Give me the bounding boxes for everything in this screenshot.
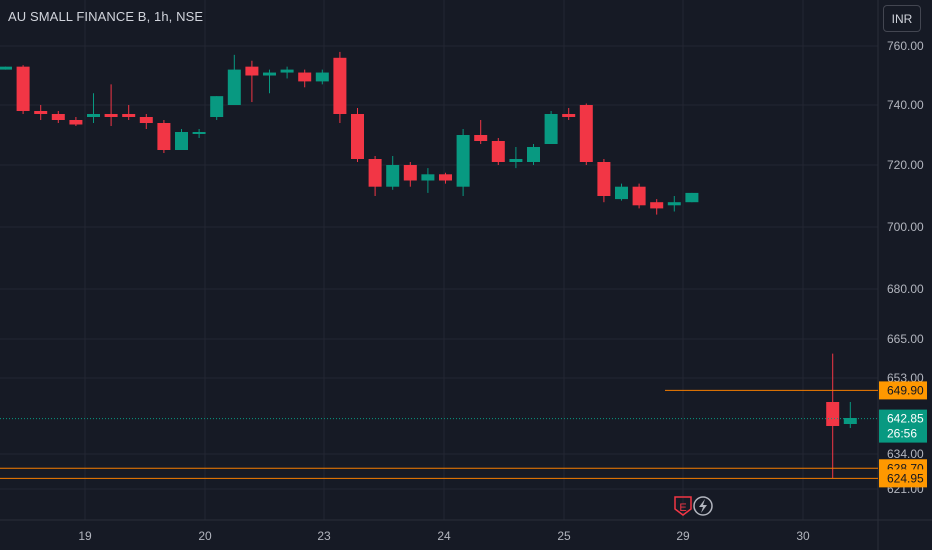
y-tick-label: 700.00 — [887, 220, 924, 234]
x-tick-label: 23 — [317, 529, 331, 543]
candle-body-down — [69, 120, 83, 125]
last-price-label: 642.85 — [887, 412, 924, 426]
candle-body-up — [456, 135, 470, 187]
y-tick-label: 665.00 — [887, 332, 924, 346]
candle-body-up — [227, 69, 241, 105]
candle-body-up — [192, 132, 206, 134]
candle-body-up — [685, 192, 699, 203]
candle-body-down — [474, 135, 488, 141]
y-tick-label: 740.00 — [887, 98, 924, 112]
candle-body-down — [439, 174, 452, 181]
candle-body-up — [0, 66, 12, 70]
candle-body-up — [315, 72, 329, 82]
candle-body-down — [368, 159, 382, 187]
x-tick-label: 24 — [437, 529, 451, 543]
candle-body-down — [34, 111, 48, 114]
candle-body-up — [210, 96, 224, 117]
level-price-tag — [879, 469, 927, 488]
y-tick-label: 634.00 — [887, 447, 924, 461]
candle-body-up — [263, 72, 276, 76]
y-tick-label: 680.00 — [887, 282, 924, 296]
candle-body-up — [843, 418, 857, 424]
candle-body-up — [667, 202, 681, 206]
level-price-label: 624.95 — [887, 471, 924, 485]
flash-bolt-glyph — [699, 499, 707, 513]
y-tick-label: 760.00 — [887, 39, 924, 53]
candle-body-down — [245, 66, 259, 76]
level-price-tag — [879, 381, 927, 400]
candle-body-down — [333, 57, 347, 114]
x-tick-label: 19 — [78, 529, 92, 543]
candle-body-up — [87, 114, 100, 117]
y-tick-label: 720.00 — [887, 158, 924, 172]
earnings-icon[interactable] — [674, 496, 692, 516]
x-tick-label: 25 — [557, 529, 571, 543]
symbol-title: AU SMALL FINANCE B, 1h, NSE — [8, 9, 204, 24]
candle-body-down — [579, 105, 593, 162]
candle-body-down — [51, 114, 65, 120]
candle-body-down — [826, 402, 840, 426]
candle-body-up — [509, 159, 523, 162]
candle-body-down — [139, 117, 153, 123]
x-tick-label: 20 — [198, 529, 212, 543]
candle-body-down — [562, 114, 576, 117]
candle-body-down — [403, 165, 417, 181]
last-price-tag — [879, 409, 927, 443]
candle-body-up — [386, 165, 400, 187]
dividend-flash-icon[interactable] — [693, 496, 713, 516]
candle-body-down — [104, 114, 118, 117]
candle-body-down — [491, 141, 505, 162]
candle-body-down — [122, 114, 136, 117]
candle-body-down — [351, 114, 364, 159]
x-tick-label: 29 — [676, 529, 690, 543]
x-tick-label: 30 — [796, 529, 810, 543]
candle-body-up — [280, 69, 294, 73]
candle-body-down — [650, 202, 664, 209]
candle-body-up — [421, 174, 435, 181]
candle-body-down — [157, 123, 171, 150]
candle-body-down — [597, 162, 611, 196]
earnings-icon-label: E — [679, 502, 686, 514]
candle-body-up — [175, 132, 188, 150]
candle-body-down — [16, 66, 30, 111]
candle-body-up — [615, 186, 628, 200]
candle-body-up — [544, 114, 558, 144]
level-price-label: 649.90 — [887, 383, 924, 397]
currency-button[interactable]: INR — [883, 5, 921, 32]
candle-body-down — [298, 72, 312, 82]
candle-body-up — [527, 147, 540, 162]
bar-countdown-label: 26:56 — [887, 427, 917, 441]
candle-body-down — [632, 186, 646, 206]
